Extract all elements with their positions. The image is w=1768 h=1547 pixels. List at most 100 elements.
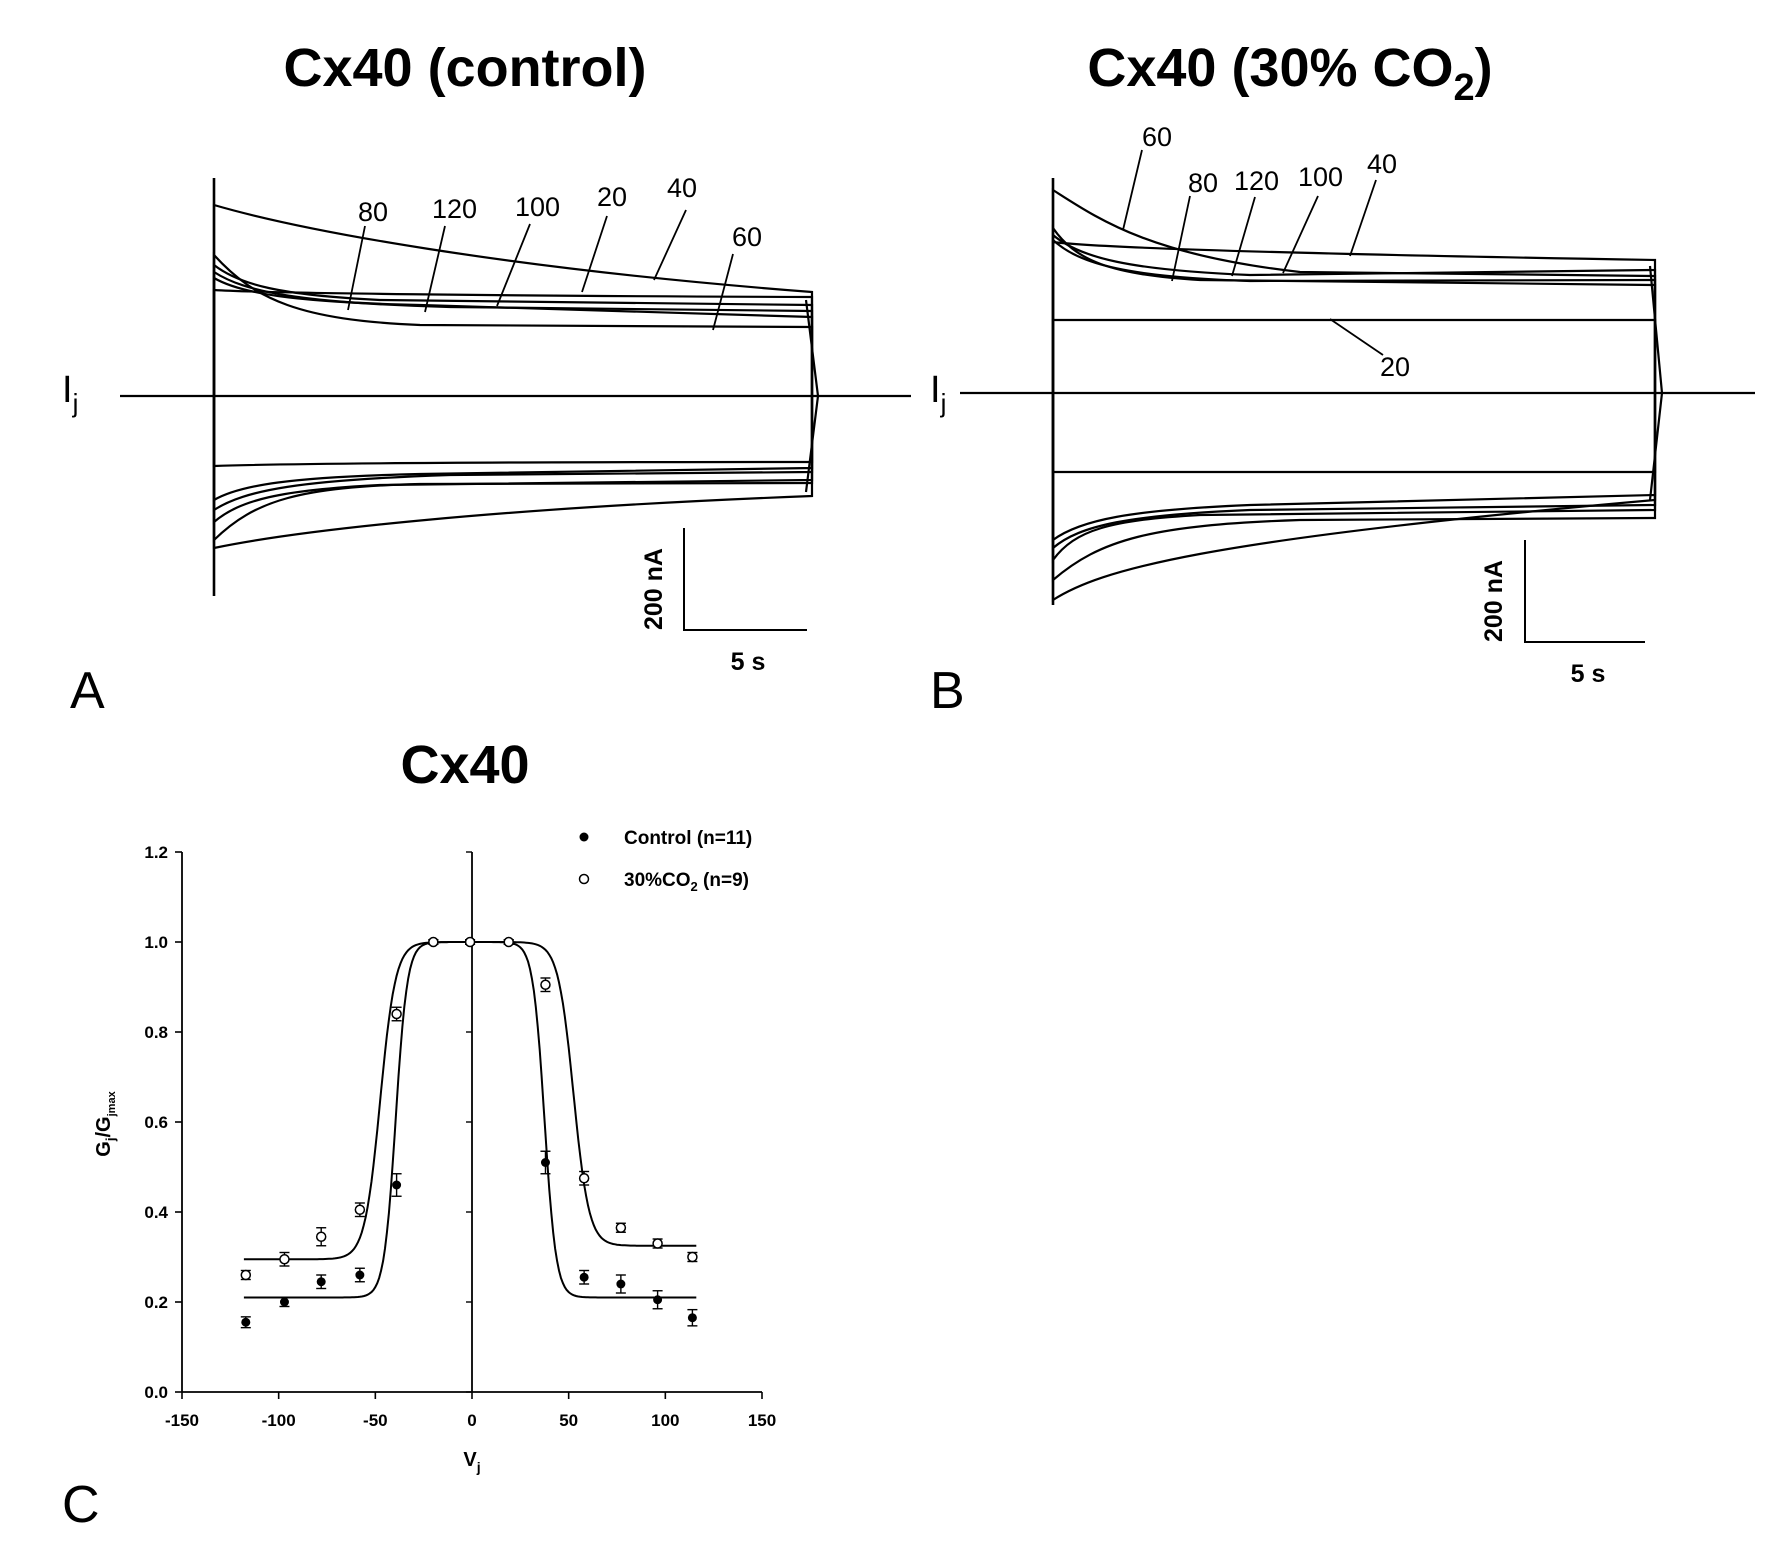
panel-b-letter: B (930, 662, 965, 720)
chart-plot: -150 -100 -50 0 50 100 150 0.0 0.2 0.4 0.6 0.8 1.0 1… (93, 828, 776, 1475)
x-tick-label--100: -100 (262, 1411, 296, 1430)
panel-b-trace-label-80: 80 (1188, 168, 1218, 198)
panel-a-trace-120 (212, 276, 814, 396)
legend-marker-control (579, 832, 589, 842)
x-tick-label-100: 100 (651, 1411, 679, 1430)
panel-b-scale-bar-lines (1524, 540, 1645, 643)
panel-a-trace-neg-80 (212, 396, 814, 525)
panel-a: Cx40 (control) A Ij 8 (62, 38, 911, 720)
data-point-control (579, 1272, 589, 1282)
panel-a-offset-spike (804, 299, 820, 493)
panel-a-traces (120, 178, 911, 596)
panel-a-trace-neg-20 (212, 396, 814, 468)
panel-a-leader-100 (496, 223, 531, 307)
data-point-co2 (687, 1251, 698, 1263)
data-points (240, 936, 698, 1329)
x-ticks: -150 -100 -50 0 50 100 150 (165, 1392, 776, 1430)
data-point-co2 (578, 1173, 590, 1184)
panel-a-trace-label-60: 60 (732, 222, 762, 252)
panel-b-leader-20 (1329, 318, 1384, 356)
panel-b-trace-100 (1051, 237, 1657, 393)
panel-b-scale-time-label: 5 s (1571, 660, 1606, 688)
panel-a-scale-time-label: 5 s (731, 648, 766, 676)
panel-b-title: Cx40 (30% CO2) (1087, 38, 1492, 109)
y-tick-label-0.8: 0.8 (144, 1023, 168, 1042)
panel-b-leader-40 (1349, 179, 1377, 257)
x-axis-title: Vj (463, 1449, 480, 1475)
panel-a-trace-80 (212, 262, 814, 396)
panel-b-leader-120 (1231, 196, 1256, 277)
panel-b-trace-neg-60 (1051, 393, 1657, 583)
panel-a-leader-20 (581, 215, 608, 293)
panel-a-scale-current-label: 200 nA (640, 548, 668, 630)
data-point-control (241, 1317, 251, 1327)
panel-b-trace-label-40: 40 (1367, 149, 1397, 179)
data-point-co2 (391, 1008, 402, 1020)
panel-a-trace-label-40: 40 (667, 173, 697, 203)
panel-a-trace-100 (212, 269, 814, 396)
legend: Control (n=11) 30%CO2 (n=9) (578, 828, 752, 894)
data-point-control (616, 1279, 626, 1289)
panel-a-scale-bar-lines (683, 528, 807, 631)
y-tick-label-1: 1.0 (144, 933, 168, 952)
panel-a-trace-neg-100 (212, 396, 814, 513)
panel-b-trace-80 (1051, 224, 1657, 393)
fit-curve-control (243, 941, 697, 1299)
panel-b-trace-120 (1051, 232, 1657, 393)
data-point-co2 (615, 1222, 627, 1233)
panel-a-letter: A (70, 662, 105, 720)
panel-a-trace-60 (212, 252, 814, 396)
data-point-control (355, 1270, 365, 1280)
panel-b-offset-spike (1648, 265, 1664, 501)
fit-curves (243, 941, 697, 1299)
data-point-co2 (464, 936, 476, 948)
panel-b-current-label: Ij (930, 369, 946, 418)
panel-a-trace-neg-60 (212, 396, 814, 543)
data-point-control (540, 1158, 550, 1167)
y-ticks: 0.0 0.2 0.4 0.6 0.8 1.0 1.2 (144, 843, 182, 1402)
panel-a-trace-40 (212, 203, 814, 396)
panel-b-trace-neg-100 (1051, 393, 1657, 551)
legend-marker-co2 (578, 873, 590, 885)
x-tick-label-50: 50 (559, 1411, 578, 1430)
panel-b-trace-neg-20 (1051, 393, 1657, 474)
y-tick-label-0.2: 0.2 (144, 1293, 168, 1312)
panel-a-current-label: Ij (62, 369, 78, 418)
panel-a-trace-neg-120 (212, 396, 814, 502)
x-tick-label-0: 0 (467, 1411, 476, 1430)
data-point-co2 (540, 979, 551, 990)
data-point-co2 (315, 1231, 327, 1242)
panel-b-label-leaders (1122, 149, 1384, 356)
legend-label-control: Control (n=11) (624, 828, 752, 849)
x-tick-label-150: 150 (748, 1411, 776, 1430)
panel-a-trace-neg-40 (212, 396, 814, 550)
data-point-control (279, 1297, 289, 1307)
panel-a-label-leaders (347, 209, 734, 331)
panel-b-trace-neg-120 (1051, 393, 1657, 543)
data-point-control (653, 1295, 663, 1305)
panel-a-trace-label-100: 100 (515, 192, 560, 222)
data-point-co2 (503, 936, 514, 948)
y-tick-label-1.2: 1.2 (144, 843, 168, 862)
panel-b-leader-80 (1171, 195, 1191, 282)
panel-b-scale-current-label: 200 nA (1480, 560, 1508, 642)
data-point-co2 (279, 1254, 290, 1265)
panel-c-letter: C (62, 1476, 100, 1534)
data-point-co2 (354, 1204, 366, 1215)
data-point-control (687, 1313, 697, 1323)
panel-b-trace-neg-80 (1051, 393, 1657, 564)
panel-a-scale-bar (683, 528, 807, 631)
panel-b-leader-100 (1282, 195, 1319, 274)
panel-a-trace-20 (212, 288, 814, 396)
panel-a-leader-60 (712, 253, 734, 331)
panel-a-title: Cx40 (control) (283, 38, 646, 98)
panel-c-title: Cx40 (400, 735, 529, 795)
panel-a-trace-label-80: 80 (358, 197, 388, 227)
data-point-control (392, 1180, 402, 1190)
panel-b-traces (960, 178, 1755, 605)
panel-a-trace-label-20: 20 (597, 182, 627, 212)
y-axis-title: Gj/Gjmax (93, 1090, 118, 1156)
panel-a-leader-120 (424, 225, 446, 313)
panel-b-trace-neg-40 (1051, 393, 1657, 603)
